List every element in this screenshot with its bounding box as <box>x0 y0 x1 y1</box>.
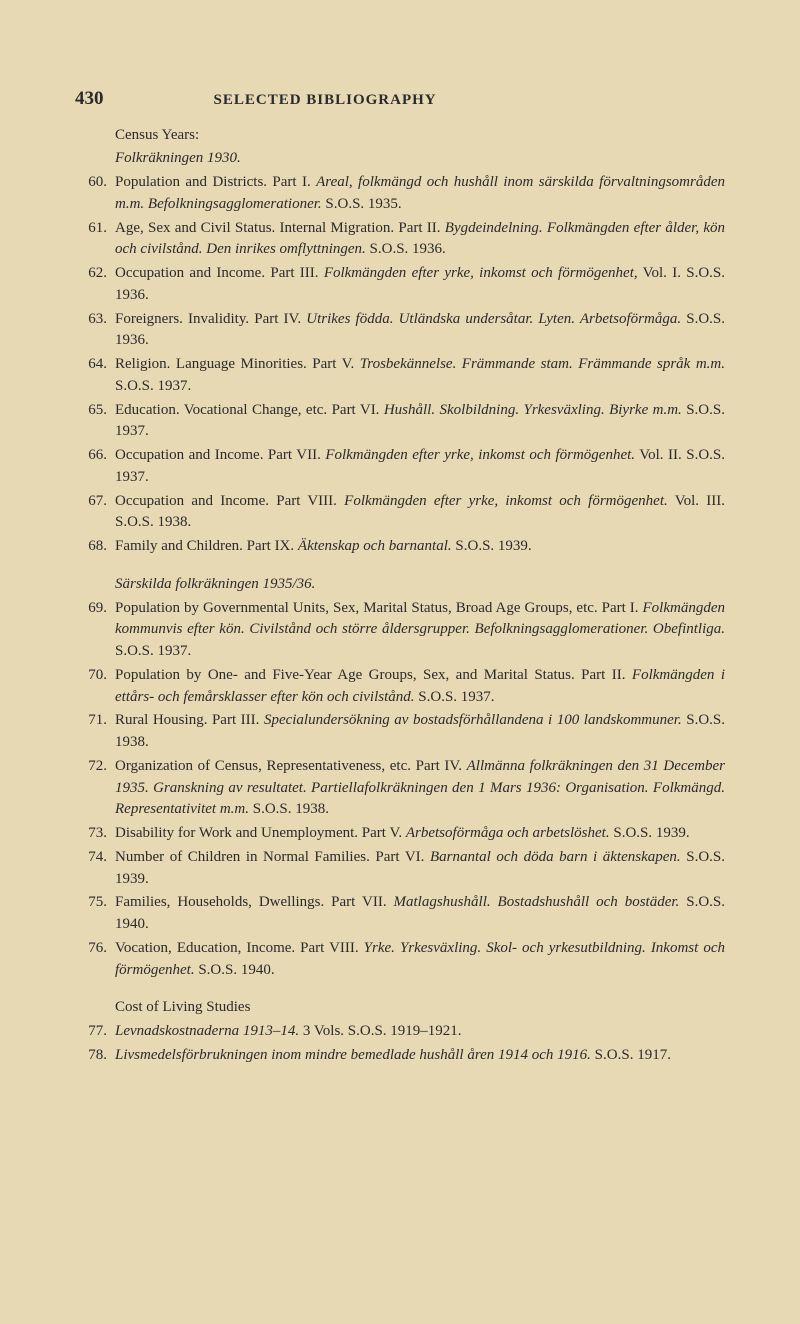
bibliography-entry: 77.Levnadskostnaderna 1913–14. 3 Vols. S… <box>75 1021 725 1043</box>
page-number: 430 <box>75 85 104 113</box>
entry-number: 78. <box>75 1045 115 1067</box>
entry-text: Disability for Work and Unemployment. Pa… <box>115 823 725 845</box>
entry-text: Number of Children in Normal Families. P… <box>115 847 725 891</box>
entry-text: Occupation and Income. Part VII. Folkmän… <box>115 445 725 489</box>
entry-text: Livsmedelsförbrukningen inom mindre beme… <box>115 1045 725 1067</box>
entry-number: 73. <box>75 823 115 845</box>
bibliography-entry: 63.Foreigners. Invalidity. Part IV. Utri… <box>75 309 725 353</box>
entry-text: Occupation and Income. Part III. Folkmän… <box>115 263 725 307</box>
entry-text: Religion. Language Minorities. Part V. T… <box>115 354 725 398</box>
entry-number: 69. <box>75 598 115 663</box>
entry-text: Population and Districts. Part I. Areal,… <box>115 172 725 216</box>
entry-number: 71. <box>75 710 115 754</box>
bibliography-entry: 75.Families, Households, Dwellings. Part… <box>75 892 725 936</box>
entry-number: 63. <box>75 309 115 353</box>
entry-number: 64. <box>75 354 115 398</box>
bibliography-entry: 72.Organization of Census, Representativ… <box>75 756 725 821</box>
entry-number: 66. <box>75 445 115 489</box>
entry-text: Occupation and Income. Part VIII. Folkmä… <box>115 491 725 535</box>
entry-text: Family and Children. Part IX. Äktenskap … <box>115 536 725 558</box>
bibliography-entry: 78.Livsmedelsförbrukningen inom mindre b… <box>75 1045 725 1067</box>
entry-number: 76. <box>75 938 115 982</box>
entry-text: Organization of Census, Representativene… <box>115 756 725 821</box>
entry-text: Population by One- and Five-Year Age Gro… <box>115 665 725 709</box>
entry-text: Foreigners. Invalidity. Part IV. Utrikes… <box>115 309 725 353</box>
section-subheading: Census Years: <box>115 125 725 147</box>
entry-text: Families, Households, Dwellings. Part VI… <box>115 892 725 936</box>
entry-text: Vocation, Education, Income. Part VIII. … <box>115 938 725 982</box>
bibliography-entry: 73.Disability for Work and Unemployment.… <box>75 823 725 845</box>
entry-number: 68. <box>75 536 115 558</box>
bibliography-entry: 70.Population by One- and Five-Year Age … <box>75 665 725 709</box>
bibliography-entry: 76.Vocation, Education, Income. Part VII… <box>75 938 725 982</box>
entry-number: 62. <box>75 263 115 307</box>
bibliography-entry: 68.Family and Children. Part IX. Äktensk… <box>75 536 725 558</box>
entry-number: 77. <box>75 1021 115 1043</box>
entry-text: Rural Housing. Part III. Specialundersök… <box>115 710 725 754</box>
bibliography-entry: 64.Religion. Language Minorities. Part V… <box>75 354 725 398</box>
entry-text: Age, Sex and Civil Status. Internal Migr… <box>115 218 725 262</box>
entry-number: 72. <box>75 756 115 821</box>
entry-number: 65. <box>75 400 115 444</box>
section-subheading: Cost of Living Studies <box>115 997 725 1019</box>
bibliography-entry: 71.Rural Housing. Part III. Specialunder… <box>75 710 725 754</box>
entry-number: 74. <box>75 847 115 891</box>
bibliography-entry: 61.Age, Sex and Civil Status. Internal M… <box>75 218 725 262</box>
entry-text: Levnadskostnaderna 1913–14. 3 Vols. S.O.… <box>115 1021 725 1043</box>
bibliography-entry: 67.Occupation and Income. Part VIII. Fol… <box>75 491 725 535</box>
entry-number: 70. <box>75 665 115 709</box>
section-subheading-italic: Folkräkningen 1930. <box>115 148 725 170</box>
bibliography-entry: 69.Population by Governmental Units, Sex… <box>75 598 725 663</box>
bibliography-entry: 60.Population and Districts. Part I. Are… <box>75 172 725 216</box>
bibliography-content: Census Years:Folkräkningen 1930.60.Popul… <box>75 125 725 1067</box>
section-subheading-italic: Särskilda folkräkningen 1935/36. <box>115 574 725 596</box>
page-title: SELECTED BIBLIOGRAPHY <box>214 90 437 112</box>
entry-text: Education. Vocational Change, etc. Part … <box>115 400 725 444</box>
bibliography-entry: 62.Occupation and Income. Part III. Folk… <box>75 263 725 307</box>
entry-number: 61. <box>75 218 115 262</box>
entry-number: 60. <box>75 172 115 216</box>
bibliography-entry: 66.Occupation and Income. Part VII. Folk… <box>75 445 725 489</box>
bibliography-entry: 65.Education. Vocational Change, etc. Pa… <box>75 400 725 444</box>
entry-number: 75. <box>75 892 115 936</box>
page-header: 430 SELECTED BIBLIOGRAPHY <box>75 85 725 113</box>
entry-text: Population by Governmental Units, Sex, M… <box>115 598 725 663</box>
bibliography-entry: 74.Number of Children in Normal Families… <box>75 847 725 891</box>
entry-number: 67. <box>75 491 115 535</box>
